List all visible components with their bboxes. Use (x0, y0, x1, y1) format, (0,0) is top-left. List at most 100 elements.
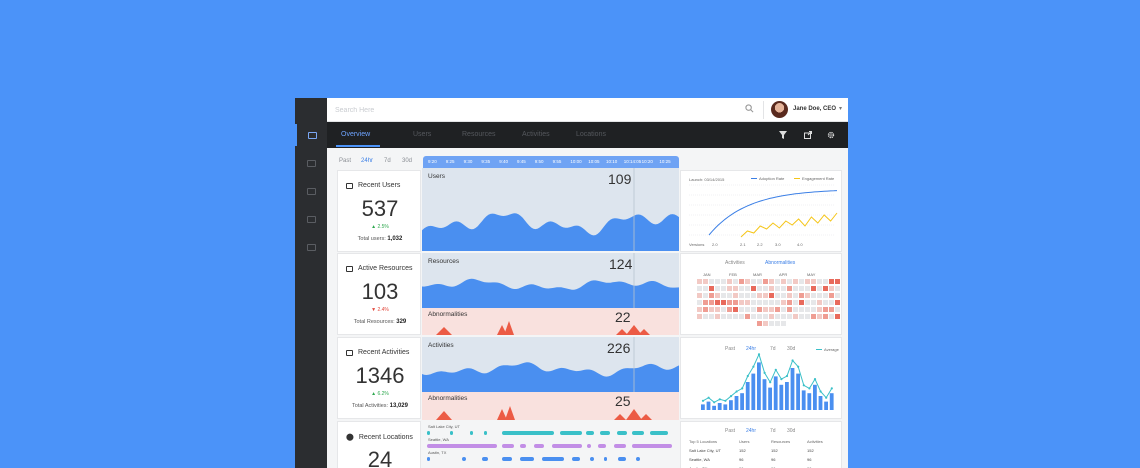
heatmap-cell[interactable] (799, 293, 804, 298)
activity-bar[interactable] (740, 393, 744, 410)
activity-bar[interactable] (701, 404, 705, 410)
activity-bar[interactable] (801, 390, 806, 410)
timeframe-past[interactable]: Past (339, 158, 352, 164)
heatmap-cell[interactable] (775, 293, 780, 298)
heatmap-cell[interactable] (775, 321, 780, 326)
heatmap-cell[interactable] (733, 286, 738, 291)
heatmap-cell[interactable] (799, 300, 804, 305)
heatmap-cell[interactable] (811, 293, 816, 298)
heatmap-cell[interactable] (835, 279, 840, 284)
heatmap-cell[interactable] (697, 307, 702, 312)
chevron-down-icon[interactable]: ▾ (839, 106, 843, 112)
heatmap-cell[interactable] (793, 314, 798, 319)
heatmap-cell[interactable] (751, 314, 756, 319)
heatmap-cell[interactable] (805, 286, 810, 291)
heatmap-cell[interactable] (763, 286, 768, 291)
heatmap-cell[interactable] (721, 314, 726, 319)
heatmap-cell[interactable] (727, 300, 732, 305)
heatmap-cell[interactable] (811, 307, 816, 312)
heatmap-cell[interactable] (829, 307, 834, 312)
heatmap-cell[interactable] (709, 293, 714, 298)
timeframe-7d[interactable]: 7d (384, 158, 391, 164)
tab-30d[interactable]: 30d (787, 346, 796, 352)
heatmap-cell[interactable] (787, 300, 792, 305)
heatmap-cell[interactable] (727, 279, 732, 284)
table-header[interactable]: Resources (771, 439, 791, 444)
heatmap-cell[interactable] (763, 314, 768, 319)
tab-24hr[interactable]: 24hr (746, 346, 757, 352)
heatmap-cell[interactable] (727, 286, 732, 291)
activity-segment[interactable] (636, 457, 640, 461)
heatmap-cell[interactable] (769, 293, 774, 298)
heatmap-cell[interactable] (823, 279, 828, 284)
location-timeline-row[interactable]: Seattle, WA (422, 436, 679, 452)
recent-locations-card[interactable]: ⬤ Recent Locations 24 (337, 421, 421, 468)
heatmap-cell[interactable] (757, 321, 762, 326)
heatmap-panel[interactable]: Activities Abnormalities JAN FEB MAR APR… (680, 253, 842, 335)
heatmap-cell[interactable] (793, 279, 798, 284)
heatmap-cell[interactable] (781, 307, 786, 312)
heatmap-cell[interactable] (727, 314, 732, 319)
heatmap-cell[interactable] (757, 300, 762, 305)
heatmap-cell[interactable] (721, 307, 726, 312)
activity-bar[interactable] (790, 368, 795, 410)
location-timeline-row[interactable]: Salt Lake City, UT (422, 423, 679, 439)
heatmap-cell[interactable] (835, 300, 840, 305)
tab-abnormalities[interactable]: Abnormalities (765, 260, 796, 266)
heatmap-cell[interactable] (775, 286, 780, 291)
heatmap-cell[interactable] (733, 307, 738, 312)
activity-segment[interactable] (462, 457, 466, 461)
heatmap-cell[interactable] (817, 314, 822, 319)
filter-icon[interactable] (779, 131, 787, 139)
activity-bar[interactable] (729, 400, 733, 410)
heatmap-cell[interactable] (733, 293, 738, 298)
adoption-chart-panel[interactable]: Launch: 03/14/2015 Adoption Rate Engagem… (680, 170, 842, 252)
tab-past[interactable]: Past (725, 346, 736, 352)
heatmap-cell[interactable] (793, 286, 798, 291)
timeframe-24hr[interactable]: 24hr (361, 158, 374, 164)
heatmap-cell[interactable] (769, 286, 774, 291)
activity-segment[interactable] (542, 457, 564, 461)
heatmap-cell[interactable] (751, 307, 756, 312)
heatmap-cell[interactable] (769, 300, 774, 305)
heatmap-cell[interactable] (787, 314, 792, 319)
heatmap-cell[interactable] (805, 314, 810, 319)
tab-7d[interactable]: 7d (770, 428, 776, 434)
rail-overview-icon[interactable] (295, 124, 327, 146)
location-timeline-row[interactable]: Austin, TX (422, 449, 679, 465)
heatmap-cell[interactable] (751, 279, 756, 284)
activity-bar[interactable] (745, 382, 750, 410)
resources-chart-panel[interactable]: Resources 124 (422, 253, 679, 308)
heatmap-cell[interactable] (745, 300, 750, 305)
activity-segment[interactable] (586, 431, 594, 435)
heatmap-cell[interactable] (727, 293, 732, 298)
share-icon[interactable] (804, 131, 812, 139)
heatmap-cell[interactable] (829, 286, 834, 291)
heatmap-cell[interactable] (757, 314, 762, 319)
heatmap-cell[interactable] (715, 300, 720, 305)
heatmap-cell[interactable] (709, 300, 714, 305)
recent-users-card[interactable]: Recent Users 537 ▲ 2.5% Total users: 1,0… (337, 170, 421, 252)
activity-bar[interactable] (807, 393, 812, 410)
activity-segment[interactable] (632, 444, 672, 448)
heatmap-cell[interactable] (751, 286, 756, 291)
heatmap-cell[interactable] (751, 300, 756, 305)
heatmap-cell[interactable] (703, 314, 708, 319)
heatmap-cell[interactable] (793, 307, 798, 312)
heatmap-cell[interactable] (835, 286, 840, 291)
heatmap-cell[interactable] (715, 307, 720, 312)
heatmap-cell[interactable] (775, 300, 780, 305)
activity-segment[interactable] (502, 444, 514, 448)
table-header[interactable]: Activities (807, 439, 823, 444)
activity-bar[interactable] (768, 387, 772, 410)
locations-table-panel[interactable]: Past 24hr 7d 30d Top 5 Locations Users Res… (680, 421, 842, 468)
recent-activities-card[interactable]: Recent Activities 1346 ▲ 6.2% Total Acti… (337, 337, 421, 419)
activity-segment[interactable] (587, 444, 591, 448)
tab-locations[interactable]: Locations (576, 131, 606, 138)
heatmap-cell[interactable] (709, 307, 714, 312)
search-input[interactable] (335, 103, 735, 117)
activity-bar[interactable] (712, 405, 716, 410)
heatmap-cell[interactable] (703, 300, 708, 305)
heatmap-cell[interactable] (733, 314, 738, 319)
heatmap-cell[interactable] (787, 286, 792, 291)
